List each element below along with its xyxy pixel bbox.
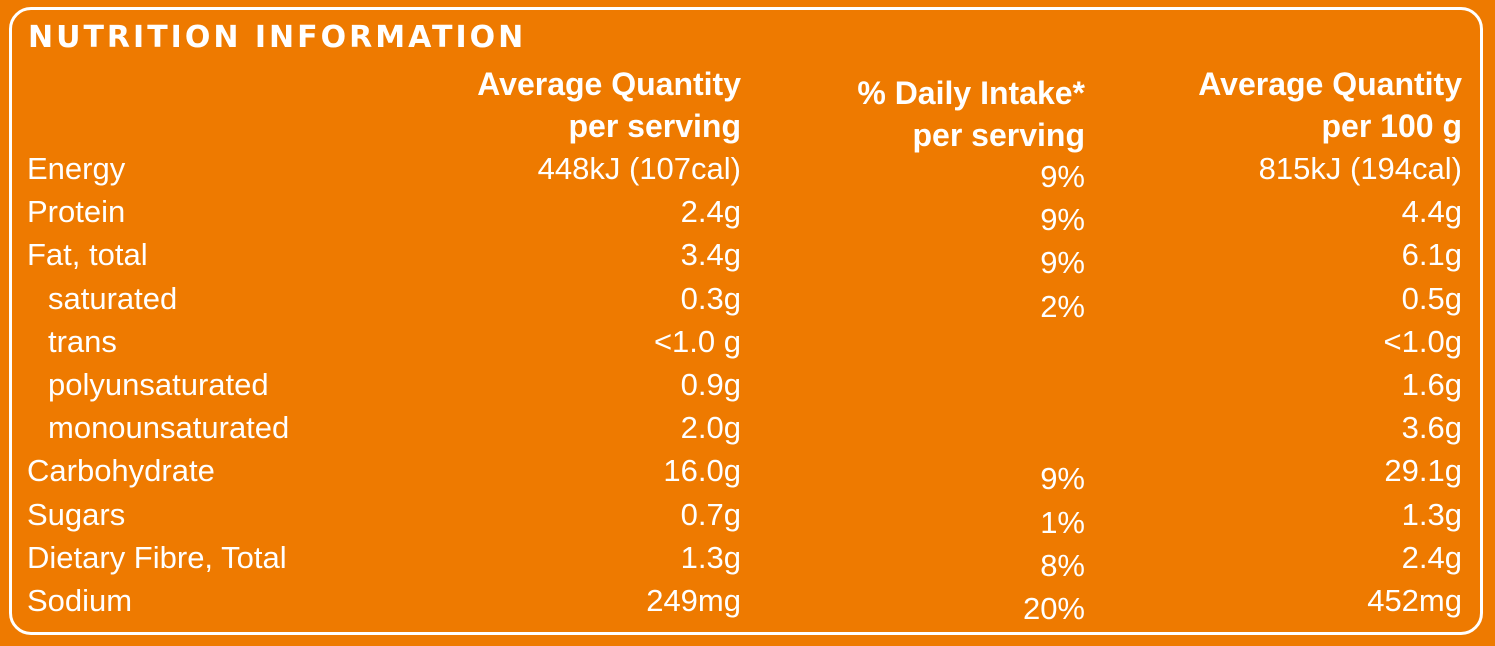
daily-intake-value: 1%	[1040, 504, 1085, 540]
daily-intake-value: 8%	[1040, 547, 1085, 583]
daily-intake-value: 9%	[1040, 202, 1085, 238]
header-per-100g-line2: per 100 g	[1321, 108, 1462, 144]
per-100g-value: 1.6g	[1401, 366, 1462, 402]
header-per-serving-line2: per serving	[568, 108, 741, 144]
header-per-serving-line1: Average Quantity	[477, 66, 741, 102]
per-100g-value: 4.4g	[1401, 194, 1462, 230]
per-100g-value: 0.5g	[1401, 280, 1462, 316]
nutrient-name: Dietary Fibre, Total	[27, 539, 287, 575]
per-serving-value: <1.0 g	[653, 323, 741, 359]
per-100g-value: 6.1g	[1401, 237, 1462, 273]
per-100g-value: 815kJ (194cal)	[1258, 151, 1462, 186]
header-daily-intake-line2: per serving	[912, 117, 1085, 153]
nutrition-table: Energy 448kJ (107cal) 9% 815kJ (194cal) …	[0, 147, 1495, 626]
table-row-saturated: saturated 0.3g 2% 0.5g	[0, 277, 1495, 324]
nutrient-name: Carbohydrate	[27, 453, 215, 489]
per-serving-value: 3.4g	[680, 237, 741, 273]
table-row-fat-total: Fat, total 3.4g 9% 6.1g	[0, 233, 1495, 280]
per-100g-value: 3.6g	[1401, 410, 1462, 446]
table-row-monounsaturated: monounsaturated 2.0g 3.6g	[0, 406, 1495, 449]
per-serving-value: 249mg	[646, 582, 741, 618]
panel-title: NUTRITION INFORMATION	[28, 20, 527, 55]
per-100g-value: 2.4g	[1401, 539, 1462, 575]
nutrient-name: Protein	[27, 194, 126, 230]
per-serving-value: 2.4g	[680, 194, 741, 230]
per-serving-value: 0.3g	[680, 280, 741, 316]
table-row-trans: trans <1.0 g <1.0g	[0, 320, 1495, 363]
per-serving-value: 1.3g	[680, 539, 741, 575]
table-row-polyunsaturated: polyunsaturated 0.9g 1.6g	[0, 363, 1495, 406]
nutrition-panel	[9, 7, 1483, 635]
per-serving-value: 448kJ (107cal)	[537, 151, 741, 186]
per-serving-value: 16.0g	[663, 453, 741, 489]
header-daily-intake: % Daily Intake* per serving	[857, 72, 1085, 156]
table-row-energy: Energy 448kJ (107cal) 9% 815kJ (194cal)	[0, 147, 1495, 194]
table-row-sodium: Sodium 249mg 20% 452mg	[0, 579, 1495, 626]
daily-intake-value: 2%	[1040, 288, 1085, 324]
table-row-dietary-fibre: Dietary Fibre, Total 1.3g 8% 2.4g	[0, 536, 1495, 583]
per-100g-value: <1.0g	[1383, 323, 1462, 359]
daily-intake-value: 9%	[1040, 245, 1085, 281]
header-daily-intake-line1: % Daily Intake*	[857, 75, 1085, 111]
nutrient-name: saturated	[48, 280, 178, 316]
daily-intake-value: 20%	[1022, 590, 1085, 626]
header-per-serving: Average Quantity per serving	[477, 63, 741, 147]
daily-intake-value: 9%	[1040, 159, 1085, 194]
nutrient-name: polyunsaturated	[48, 366, 269, 402]
per-serving-value: 2.0g	[680, 410, 741, 446]
header-per-100g-line1: Average Quantity	[1198, 66, 1462, 102]
nutrient-name: Fat, total	[27, 237, 148, 273]
header-per-100g: Average Quantity per 100 g	[1198, 63, 1462, 147]
nutrient-name: monounsaturated	[48, 410, 290, 446]
daily-intake-value: 9%	[1040, 461, 1085, 497]
per-100g-value: 1.3g	[1401, 496, 1462, 532]
table-row-carbohydrate: Carbohydrate 16.0g 9% 29.1g	[0, 449, 1495, 496]
nutrient-name: Energy	[27, 151, 126, 186]
nutrient-name: Sodium	[27, 582, 133, 618]
per-100g-value: 452mg	[1367, 582, 1462, 618]
nutrient-name: trans	[48, 323, 117, 359]
nutrient-name: Sugars	[27, 496, 126, 532]
per-100g-value: 29.1g	[1384, 453, 1462, 489]
table-row-sugars: Sugars 0.7g 1% 1.3g	[0, 493, 1495, 540]
table-row-protein: Protein 2.4g 9% 4.4g	[0, 190, 1495, 237]
per-serving-value: 0.9g	[680, 366, 741, 402]
per-serving-value: 0.7g	[680, 496, 741, 532]
